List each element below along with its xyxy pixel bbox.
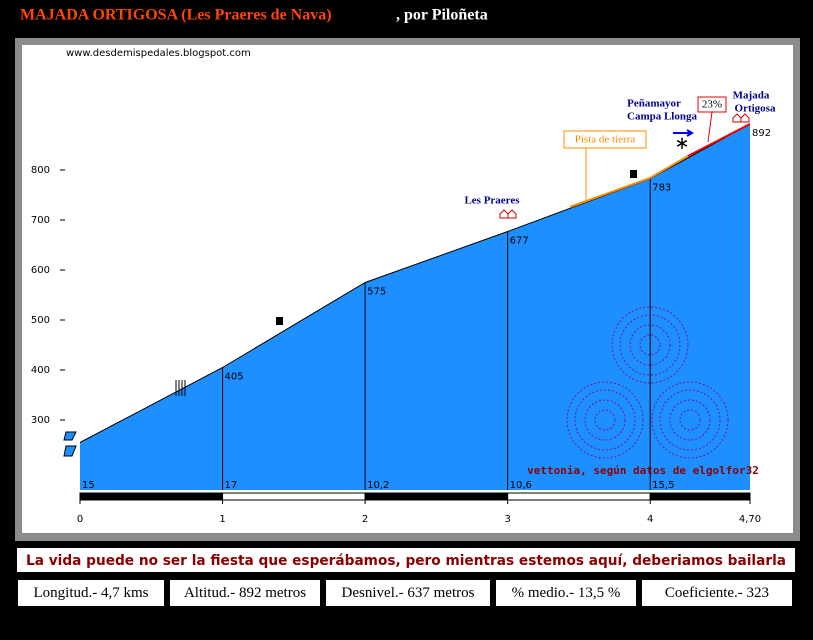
y-tick-label: 300 <box>31 415 50 426</box>
house-icon <box>499 209 509 219</box>
elevation-label: 575 <box>367 287 386 298</box>
x-tick-label: 0 <box>77 514 83 525</box>
km-bar <box>222 492 366 501</box>
church-icon <box>276 317 283 325</box>
house-icon <box>740 113 750 123</box>
label-les-praeres: Les Praeres <box>464 195 520 207</box>
y-tick-label: 800 <box>31 165 50 176</box>
stat: Altitud.- 892 metros <box>170 580 320 606</box>
start-icon <box>63 431 77 457</box>
profile-line <box>79 123 751 443</box>
km-bar <box>79 492 224 501</box>
chart-title: MAJADA ORTIGOSA (Les Praeres de Nava) <box>20 7 332 24</box>
motto: La vida puede no ser la fiesta que esper… <box>26 553 786 569</box>
x-tick-label: 4,70 <box>739 514 761 525</box>
chart-subtitle: , por Piloñeta <box>396 7 488 24</box>
website: www.desdemispedales.blogspot.com <box>66 48 251 59</box>
y-tick-label: 700 <box>31 215 50 226</box>
arrow-icon <box>673 129 694 137</box>
spiral <box>629 324 671 366</box>
stat: Longitud.- 4,7 kms <box>18 580 164 606</box>
x-tick-label: 3 <box>504 514 510 525</box>
km-bar <box>649 492 751 501</box>
y-tick-label: 600 <box>31 265 50 276</box>
spiral <box>669 399 711 441</box>
spiral <box>611 306 689 384</box>
spiral <box>659 389 721 451</box>
spiral <box>619 314 681 376</box>
x-tick-label: 2 <box>362 514 368 525</box>
house-icon <box>732 113 742 123</box>
spiral <box>679 409 701 431</box>
gradient-label: 15,5 <box>652 480 674 491</box>
km-bar <box>364 492 509 501</box>
star-icon: ∗ <box>674 133 689 153</box>
gradient-label: 15 <box>82 480 95 491</box>
elevation-label: 405 <box>225 372 244 383</box>
y-tick-label: 500 <box>31 315 50 326</box>
spiral <box>566 381 644 459</box>
credit: vettonia, según datos de elgolfor32 <box>527 464 759 477</box>
label-campa: Campa Llonga <box>627 111 697 123</box>
church-icon <box>630 170 637 178</box>
gradient-label: 10,2 <box>367 480 389 491</box>
stat: % medio.- 13,5 % <box>496 580 636 606</box>
elevation-label: 783 <box>652 183 671 194</box>
spiral <box>574 389 636 451</box>
spiral <box>639 334 661 356</box>
km-bar <box>507 492 651 501</box>
elevation-label: 677 <box>510 236 529 247</box>
gradient-label: 10,6 <box>510 480 532 491</box>
elevation-label: 892 <box>752 128 771 139</box>
motto-box <box>17 548 795 572</box>
spiral <box>584 399 626 441</box>
pista-box <box>563 130 647 149</box>
stat: Desnivel.- 637 metros <box>326 580 490 606</box>
label-pista: Pista de tierra <box>575 134 636 146</box>
x-tick-label: 4 <box>647 514 653 525</box>
fence-icon <box>175 380 186 396</box>
gradient-label: 17 <box>225 480 238 491</box>
house-icon <box>507 209 517 219</box>
x-tick-label: 1 <box>219 514 225 525</box>
profile-fill <box>80 124 750 490</box>
label-majada: Majada <box>733 90 770 102</box>
y-tick-label: 400 <box>31 365 50 376</box>
label-max-slope: 23% <box>702 99 722 111</box>
dirt-track <box>569 155 689 208</box>
spiral <box>651 381 729 459</box>
stat: Coeficiente.- 323 <box>642 580 792 606</box>
slope-pointer <box>707 111 713 143</box>
label-penamayor: Peñamayor <box>627 98 681 110</box>
spiral <box>594 409 616 431</box>
steep-section <box>687 123 751 157</box>
label-ortigosa: Ortigosa <box>735 103 776 115</box>
